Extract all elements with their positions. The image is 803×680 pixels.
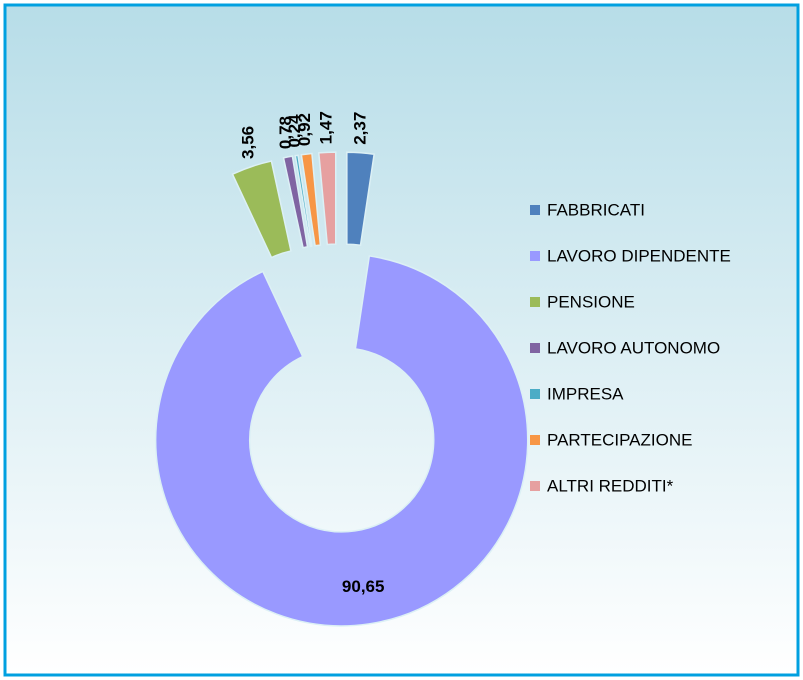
data-label: 2,37 bbox=[351, 112, 370, 145]
legend-label: PENSIONE bbox=[547, 292, 635, 311]
legend-label: ALTRI REDDITI* bbox=[547, 476, 674, 495]
legend-label: LAVORO AUTONOMO bbox=[547, 338, 720, 357]
data-label: 0,24 bbox=[285, 114, 304, 148]
legend-swatch bbox=[530, 297, 540, 307]
legend-label: IMPRESA bbox=[547, 384, 624, 403]
donut-slice bbox=[294, 154, 313, 248]
donut-slice bbox=[231, 160, 292, 259]
legend-swatch bbox=[530, 251, 540, 261]
donut-slice bbox=[155, 255, 529, 627]
data-label: 3,56 bbox=[238, 126, 257, 159]
legend-swatch bbox=[530, 343, 540, 353]
data-label: 1,47 bbox=[316, 111, 335, 144]
data-label: 0,92 bbox=[295, 113, 314, 146]
donut-slice bbox=[346, 151, 375, 247]
donut-slice bbox=[300, 152, 322, 247]
data-label: 90,65 bbox=[342, 577, 385, 596]
legend-swatch bbox=[530, 389, 540, 399]
legend-swatch bbox=[530, 435, 540, 445]
legend-label: LAVORO DIPENDENTE bbox=[547, 246, 731, 265]
legend-swatch bbox=[530, 481, 540, 491]
legend-swatch bbox=[530, 205, 540, 215]
legend-label: PARTECIPAZIONE bbox=[547, 430, 692, 449]
donut-slice bbox=[317, 151, 337, 246]
legend-label: FABBRICATI bbox=[547, 200, 645, 219]
data-label: 0,78 bbox=[276, 116, 295, 149]
donut-slice bbox=[282, 155, 309, 249]
